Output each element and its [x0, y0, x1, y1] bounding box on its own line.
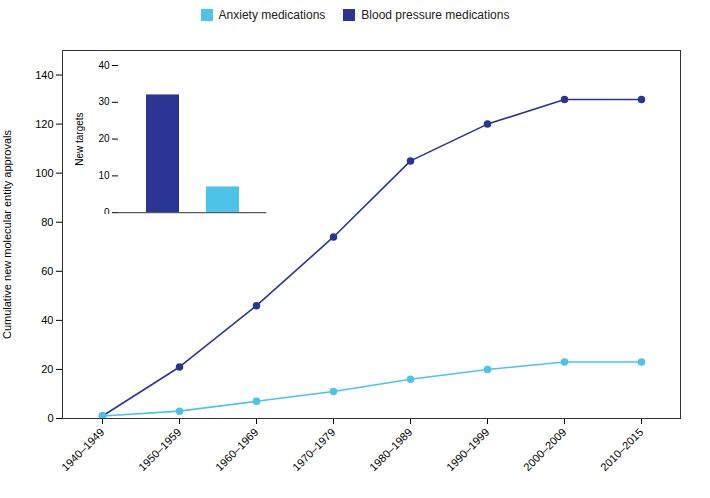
svg-text:80: 80: [41, 216, 53, 228]
svg-text:0: 0: [104, 207, 110, 214]
svg-text:1950–1959: 1950–1959: [136, 426, 183, 473]
svg-text:2000–2009: 2000–2009: [521, 426, 568, 473]
svg-text:1960–1969: 1960–1969: [213, 426, 260, 473]
svg-text:0: 0: [47, 412, 53, 424]
svg-text:20: 20: [98, 133, 110, 144]
svg-text:New targets: New targets: [73, 112, 84, 165]
svg-text:140: 140: [35, 69, 53, 81]
svg-text:1970–1979: 1970–1979: [290, 426, 337, 473]
svg-text:1980–1989: 1980–1989: [367, 426, 414, 473]
html-text:Anxiety medications: Anxiety medications: [218, 8, 326, 22]
svg-text:30: 30: [98, 96, 110, 107]
svg-text:Cumulative new molecular entit: Cumulative new molecular entity approval…: [1, 129, 13, 339]
svg-text:1940–1949: 1940–1949: [59, 426, 106, 473]
svg-text:20: 20: [41, 363, 53, 375]
svg-text:100: 100: [35, 167, 53, 179]
svg-text:40: 40: [41, 314, 53, 326]
svg-text:1990–1999: 1990–1999: [444, 426, 491, 473]
svg-text:10: 10: [98, 170, 110, 181]
svg-text:2010–2015: 2010–2015: [598, 426, 645, 473]
svg-text:120: 120: [35, 118, 53, 130]
html-text:Blood pressure medications: Blood pressure medications: [361, 8, 510, 22]
svg-text:40: 40: [98, 59, 110, 70]
svg-text:60: 60: [41, 265, 53, 277]
